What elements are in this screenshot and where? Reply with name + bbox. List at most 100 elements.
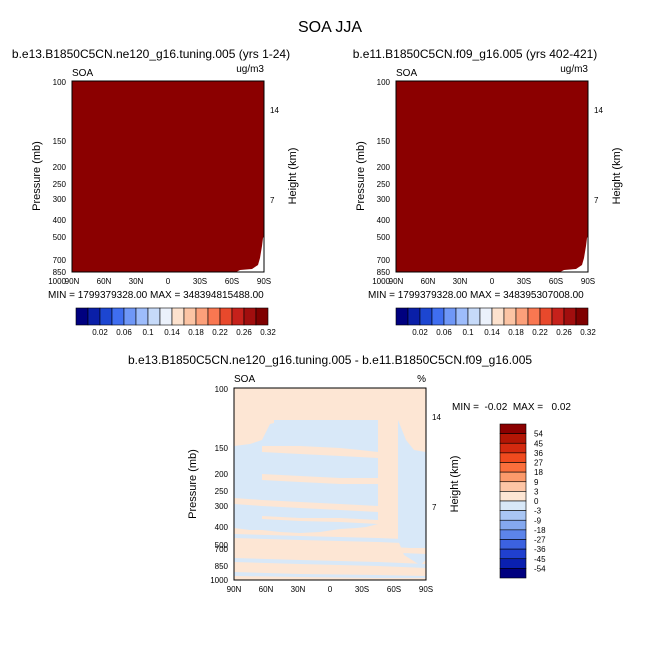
diff-xtick-60s: 60S xyxy=(387,585,401,594)
panel-1-colorbar-swatch-4 xyxy=(123,307,137,326)
diff-negative-band-lower-3 xyxy=(234,572,426,578)
panel-2-colorbar-swatch-13 xyxy=(551,307,565,326)
diff-colorbar-label: 3 xyxy=(534,487,539,496)
panel-2-colorbar-swatch-10 xyxy=(515,307,529,326)
panel-1-colorbar-swatch-9 xyxy=(183,307,197,326)
panel-1-x-ticks: 90N 60N 30N 0 30S 60S 90S xyxy=(65,277,271,286)
diff-colorbar-swatch-7 xyxy=(499,491,527,502)
panel-1-frame xyxy=(71,80,265,273)
panel-2-ytick-850: 850 xyxy=(377,268,391,277)
panel-2-colorbar-label: 0.32 xyxy=(580,328,596,337)
diff-colorbar-label: -36 xyxy=(534,545,546,554)
panel-2-xtick-0: 0 xyxy=(490,277,495,286)
panel-2-height-14: 14 xyxy=(594,106,603,115)
panel-2-colorbar-swatch-12 xyxy=(539,307,553,326)
panel-1-colorbar-swatch-5 xyxy=(135,307,149,326)
diff-colorbar-swatch-9 xyxy=(499,510,527,521)
diff-colorbar-label: 18 xyxy=(534,468,543,477)
diff-positive-band-2 xyxy=(262,474,378,484)
diff-colorbar-swatch-6 xyxy=(499,481,527,492)
diff-colorbar-swatch-10 xyxy=(499,519,527,531)
diff-colorbar-swatch-15 xyxy=(499,568,527,579)
panel-1-ytick-700: 700 xyxy=(53,256,67,265)
diff-colorbar-swatch-13 xyxy=(499,548,527,560)
panel-1-xtick-30s: 30S xyxy=(193,277,207,286)
diff-xtick-0: 0 xyxy=(328,585,333,594)
panel-1-colorbar-label: 0.22 xyxy=(212,328,228,337)
panel-1-ytick-300: 300 xyxy=(53,195,67,204)
diff-colorbar-label: -45 xyxy=(534,555,546,564)
diff-ylabel: Pressure (mb) xyxy=(187,449,199,519)
diff-right-ticks: 14 7 xyxy=(432,413,441,512)
diff-var: SOA xyxy=(234,374,255,385)
diff-title: b.e13.B1850C5CN.ne120_g16.tuning.005 - b… xyxy=(128,353,532,367)
panel-1-xtick-60n: 60N xyxy=(97,277,112,286)
panel-2-colorbar-label: 0.26 xyxy=(556,328,572,337)
diff-colorbar-swatch-3 xyxy=(499,452,527,463)
diff-y-ticks: 100 150 200 250 300 400 500 700 850 1000 xyxy=(210,385,228,585)
panel-1-xtick-60s: 60S xyxy=(225,277,239,286)
panel-1-xtick-90n: 90N xyxy=(65,277,80,286)
diff-colorbar-swatch-11 xyxy=(499,529,527,540)
panel-2-ytick-150: 150 xyxy=(377,137,391,146)
panel-2-colorbar-swatch-4 xyxy=(443,307,457,326)
panel-1-ytick-250: 250 xyxy=(53,180,67,189)
diff-colorbar-label: -18 xyxy=(534,526,546,535)
panel-2-right-ticks: 14 7 xyxy=(594,106,603,205)
panel-1-colorbar-swatch-1 xyxy=(87,307,101,326)
panel-2-colorbar-swatch-15 xyxy=(575,307,589,326)
panel-1-ytick-100: 100 xyxy=(53,78,67,87)
panel-1-colorbar-swatch-3 xyxy=(111,307,125,326)
panel-1-xtick-0: 0 xyxy=(166,277,171,286)
panel-2-ytick-500: 500 xyxy=(377,233,391,242)
panel-1-colorbar-swatch-13 xyxy=(231,307,245,326)
panel-2-xtick-60n: 60N xyxy=(421,277,436,286)
diff-negative-region-left xyxy=(234,462,262,500)
panel-1-ytick-500: 500 xyxy=(53,233,67,242)
diff-units: % xyxy=(417,374,426,385)
panel-2-colorbar-swatch-2 xyxy=(419,307,433,326)
panel-2-xtick-30s: 30S xyxy=(517,277,531,286)
diff-colorbar-swatch-4 xyxy=(499,462,527,473)
diff-ytick-850: 850 xyxy=(215,562,229,571)
diff-xtick-60n: 60N xyxy=(259,585,274,594)
panel-1-colorbar-swatch-10 xyxy=(195,307,209,326)
diff-ytick-150: 150 xyxy=(215,444,229,453)
diff-height-7: 7 xyxy=(432,503,437,512)
diff-colorbar-label: 0 xyxy=(534,497,539,506)
panel-2-minmax: MIN = 1799379328.00 MAX = 348395307008.0… xyxy=(368,290,584,301)
diff-positive-band-1 xyxy=(262,446,378,458)
diff-negative-band-lower-1 xyxy=(234,534,426,544)
panel-2-field xyxy=(396,81,588,272)
panel-2-ytick-250: 250 xyxy=(377,180,391,189)
diff-ytick-400: 400 xyxy=(215,523,229,532)
diff-x-ticks: 90N 60N 30N 0 30S 60S 90S xyxy=(227,585,433,594)
panel-1-colorbar-swatch-14 xyxy=(243,307,257,326)
panel-1-colorbar-label: 0.1 xyxy=(142,328,154,337)
panel-1-case: b.e13.B1850C5CN.ne120_g16.tuning.005 (yr… xyxy=(12,47,290,61)
diff-ytick-500: 500 xyxy=(215,541,229,550)
panel-1-colorbar-swatch-2 xyxy=(99,307,113,326)
panel-2-colorbar-swatch-11 xyxy=(527,307,541,326)
panel-1-right-ticks: 14 7 xyxy=(270,106,279,205)
panel-2-colorbar-swatch-8 xyxy=(491,307,505,326)
panel-1-var: SOA xyxy=(72,68,93,79)
diff-colorbar-label: 54 xyxy=(534,430,543,439)
panel-1-colorbar-label: 0.26 xyxy=(236,328,252,337)
panel-1-ytick-850: 850 xyxy=(53,268,67,277)
diff-positive-band-5 xyxy=(234,540,426,554)
diff-positive-band-3 xyxy=(234,498,378,512)
panel-2-xtick-90s: 90S xyxy=(581,277,595,286)
diff-xtick-30n: 30N xyxy=(291,585,306,594)
diff-height-14: 14 xyxy=(432,413,441,422)
panel-1-ytick-150: 150 xyxy=(53,137,67,146)
diff-ytick-1000: 1000 xyxy=(210,576,228,585)
diff-colorbar-label: 36 xyxy=(534,449,543,458)
panel-2-colorbar-swatch-6 xyxy=(467,307,481,326)
panel-2-colorbar-swatch-0 xyxy=(395,307,409,326)
panel-1-xtick-30n: 30N xyxy=(129,277,144,286)
diff-colorbar-label: 45 xyxy=(534,439,543,448)
diff-frame xyxy=(233,387,427,581)
diff-ytick-200: 200 xyxy=(215,470,229,479)
